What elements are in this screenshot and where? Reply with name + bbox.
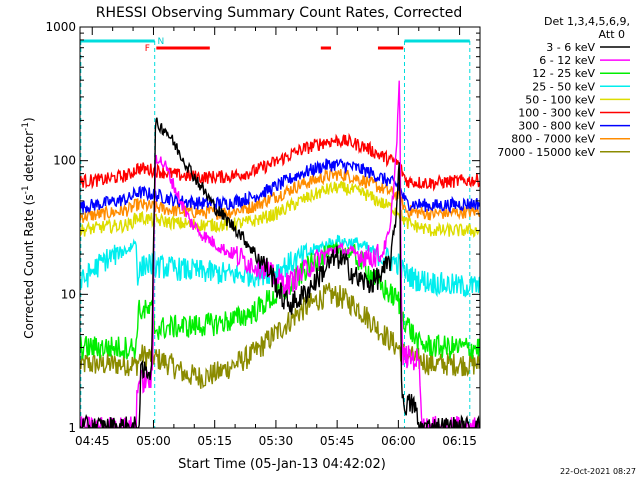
x-axis-title: Start Time (05-Jan-13 04:42:02) [178,457,386,472]
y-tick-label: 100 [53,154,76,168]
y-axis-title: Corrected Count Rate (s-1 detector-1) [21,117,36,338]
series-line [80,240,480,360]
legend-entry-label: 50 - 100 keV [525,93,595,106]
y-axis-title-part: detector [22,131,36,186]
x-tick-label: 04:45 [75,434,110,448]
series-line [80,117,480,428]
y-tick-label: 1 [68,421,76,435]
legend-header: Att 0 [599,28,625,41]
y-axis-title-superscript: -1 [21,122,31,131]
x-tick-label: 06:15 [442,434,477,448]
y-tick-label: 1000 [45,20,76,34]
y-axis-title-part: ) [22,117,36,122]
series-line [80,180,480,238]
legend-entry-label: 7000 - 15000 keV [497,146,595,159]
series-line [80,167,480,223]
y-tick-label: 10 [61,287,76,301]
series-group [80,41,480,428]
legend-entry-label: 12 - 25 keV [532,67,595,80]
chart-title: RHESSI Observing Summary Count Rates, Co… [96,5,462,21]
legend-entry-label: 300 - 800 keV [518,120,595,133]
x-tick-label: 06:00 [381,434,416,448]
x-tick-label: 05:30 [259,434,294,448]
generation-timestamp: 22-Oct-2021 08:27 [560,467,636,476]
x-tick-label: 05:45 [320,434,355,448]
axes: 1 10 100 1000 04:45 05:00 05:15 05:30 05:45 06:00… [45,20,481,448]
legend-entry-label: 800 - 7000 keV [511,133,595,146]
y-axis-title-superscript: -1 [21,185,31,194]
legend-entry-label: 3 - 6 keV [546,41,595,54]
flag-letter: N [157,37,164,47]
series-line [80,132,480,192]
x-tick-label: 05:00 [136,434,171,448]
legend-header: Det 1,3,4,5,6,9, [544,15,630,28]
y-axis-title-part: Corrected Count Rate (s [22,194,36,338]
plot-area: FN [80,37,480,428]
plot-frame [79,26,481,429]
series-line [80,158,480,214]
flag-letter: F [145,44,150,54]
legend-entry-label: 100 - 300 keV [518,107,595,120]
x-tick-label: 05:15 [197,434,232,448]
legend-entry-label: 6 - 12 keV [539,54,595,67]
legend-entry-label: 25 - 50 keV [532,80,595,93]
